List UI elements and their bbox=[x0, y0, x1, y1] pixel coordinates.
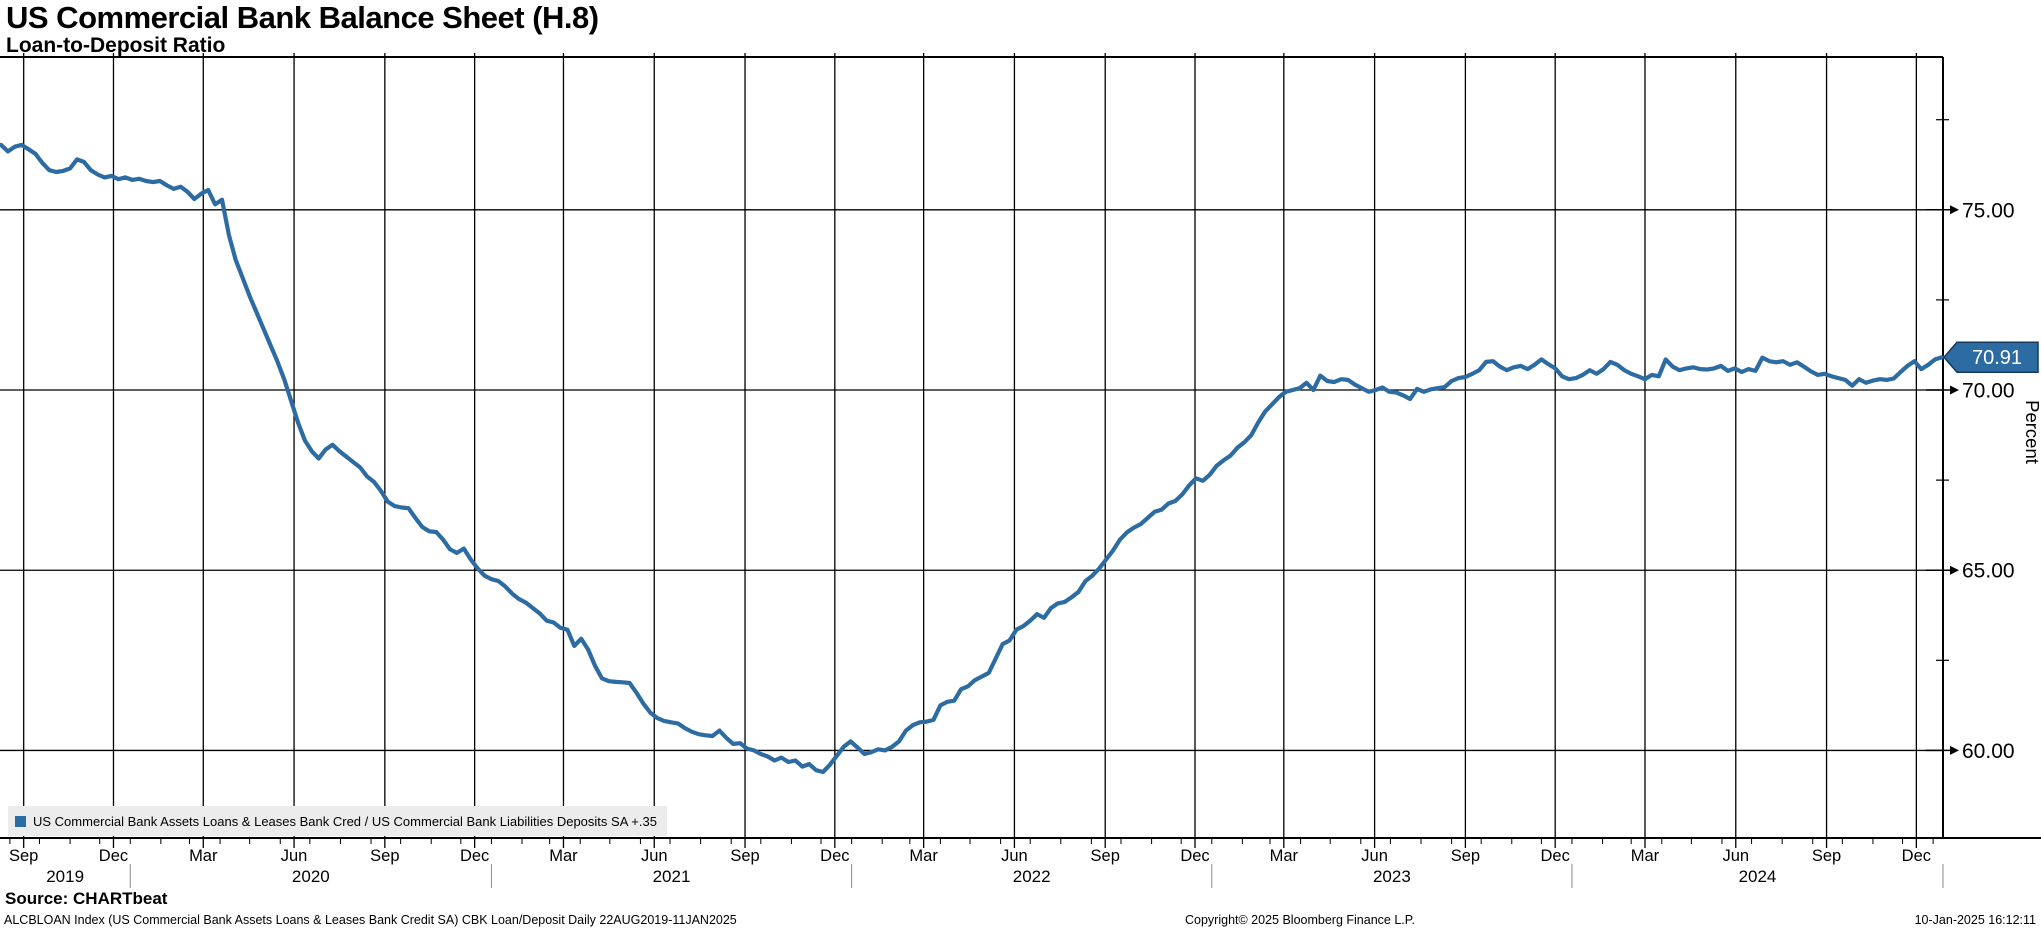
month-label: Sep bbox=[9, 847, 38, 865]
year-label: 2021 bbox=[653, 867, 691, 886]
month-label: Dec bbox=[1902, 847, 1931, 865]
source-note: Source: CHARTbeat bbox=[5, 889, 168, 908]
month-label: Sep bbox=[730, 847, 759, 865]
month-label: Jun bbox=[1722, 847, 1749, 865]
year-label: 2024 bbox=[1739, 867, 1777, 886]
month-label: Sep bbox=[370, 847, 399, 865]
month-label: Dec bbox=[1180, 847, 1209, 865]
series-legend: US Commercial Bank Assets Loans & Leases… bbox=[8, 806, 667, 836]
month-label: Mar bbox=[1270, 847, 1299, 865]
month-label: Jun bbox=[281, 847, 308, 865]
month-label: Jun bbox=[1361, 847, 1388, 865]
month-label: Dec bbox=[820, 847, 849, 865]
year-label: 2022 bbox=[1013, 867, 1051, 886]
year-label: 2020 bbox=[292, 867, 330, 886]
year-label: 2023 bbox=[1373, 867, 1411, 886]
ticker-description: ALCBLOAN Index (US Commercial Bank Asset… bbox=[4, 913, 737, 927]
copyright-note: Copyright© 2025 Bloomberg Finance L.P. bbox=[1185, 913, 1415, 927]
y-tick-label: 65.00 bbox=[1962, 560, 2015, 583]
y-tick-label: 60.00 bbox=[1962, 740, 2015, 763]
y-tick-label: 70.00 bbox=[1962, 380, 2015, 403]
y-tick-arrow-icon bbox=[1950, 745, 1959, 755]
y-axis-title: Percent bbox=[2022, 400, 2041, 464]
last-value-label: 70.91 bbox=[1972, 347, 2022, 369]
y-tick-label: 75.00 bbox=[1962, 199, 2015, 222]
year-label: 2019 bbox=[46, 867, 84, 886]
last-value-tag bbox=[1943, 341, 2039, 373]
chart-subtitle: Loan-to-Deposit Ratio bbox=[6, 34, 226, 57]
month-label: Dec bbox=[99, 847, 128, 865]
month-label: Jun bbox=[641, 847, 668, 865]
series-line bbox=[0, 142, 1945, 775]
y-tick-arrow-icon bbox=[1950, 565, 1959, 575]
y-tick-arrow-icon bbox=[1950, 205, 1959, 215]
timestamp: 10-Jan-2025 16:12:11 bbox=[1914, 913, 2036, 927]
month-label: Sep bbox=[1091, 847, 1120, 865]
month-label: Mar bbox=[189, 847, 218, 865]
y-tick-arrow-icon bbox=[1950, 385, 1959, 395]
month-label: Dec bbox=[460, 847, 489, 865]
month-label: Mar bbox=[549, 847, 578, 865]
month-label: Sep bbox=[1451, 847, 1480, 865]
legend-swatch-icon bbox=[15, 815, 26, 827]
legend-label: US Commercial Bank Assets Loans & Leases… bbox=[33, 813, 657, 829]
month-label: Mar bbox=[909, 847, 938, 865]
month-label: Mar bbox=[1631, 847, 1660, 865]
page-title: US Commercial Bank Balance Sheet (H.8) bbox=[6, 0, 599, 35]
month-label: Jun bbox=[1001, 847, 1028, 865]
month-label: Sep bbox=[1812, 847, 1841, 865]
month-label: Dec bbox=[1541, 847, 1570, 865]
